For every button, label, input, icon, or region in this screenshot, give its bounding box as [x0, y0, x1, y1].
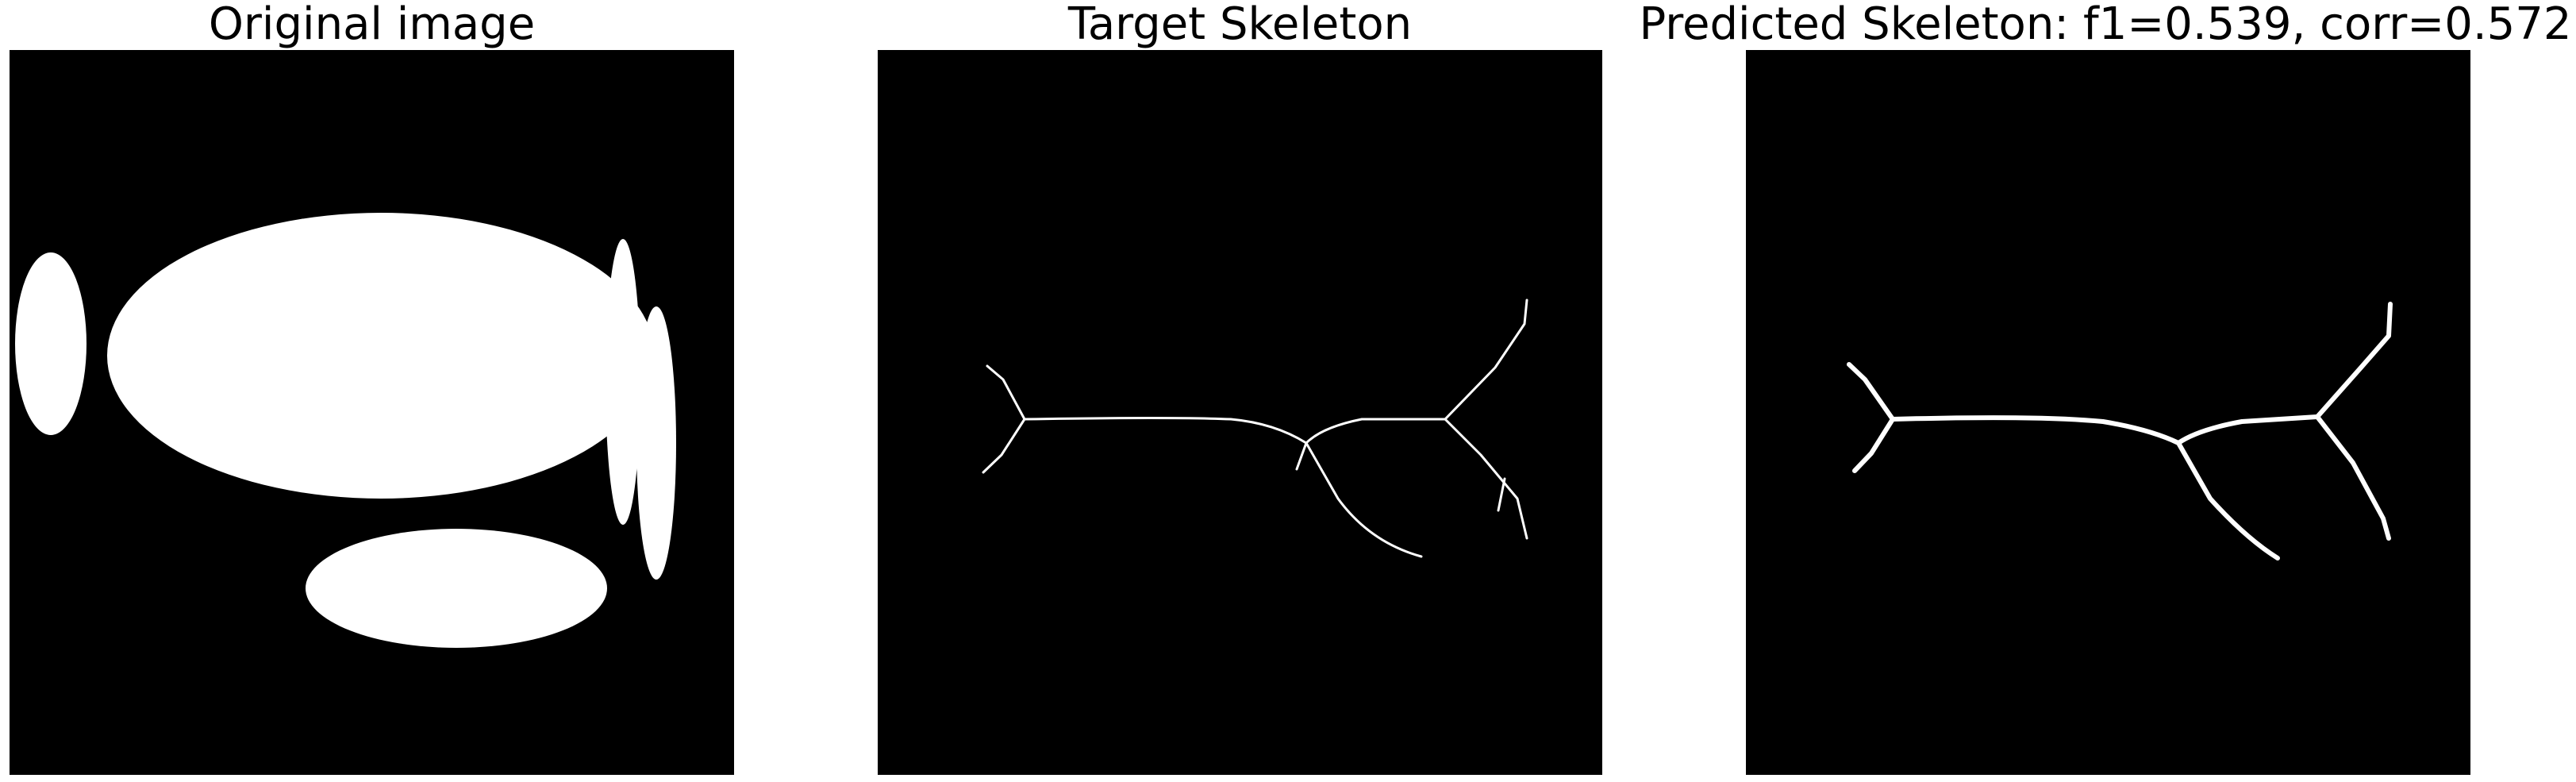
shape-bottom-lobe — [306, 529, 607, 648]
target-skeleton-title: Target Skeleton — [1067, 0, 1413, 50]
target-skeleton-panel — [878, 50, 1602, 775]
target-skeleton-spine — [1023, 417, 1447, 445]
predicted-skeleton-left-branch-lower — [1852, 417, 1895, 473]
predicted-skeleton-right-branch-upper — [2315, 302, 2393, 419]
predicted-skeleton-title: Predicted Skeleton: f1=0.539, corr=0.572 — [1639, 0, 2572, 50]
predicted-skeleton-canvas — [1847, 302, 2393, 560]
predicted-skeleton-left-branch-upper — [1847, 362, 1895, 422]
predicted-skeleton-spine — [1890, 414, 2320, 445]
target-skeleton-middle-spur — [1295, 441, 1308, 471]
target-skeleton-right-spur — [1497, 477, 1506, 512]
shape-main-body — [107, 213, 655, 499]
shape-right-tab-inner — [606, 239, 640, 525]
target-skeleton-right-branch-lower — [1444, 418, 1528, 540]
target-skeleton-left-branch-upper — [986, 364, 1026, 421]
predicted-skeleton-right-branch-lower — [2315, 414, 2391, 541]
shape-right-tab-outer — [636, 306, 676, 580]
original-image-panel — [10, 50, 734, 775]
target-skeleton-left-branch-lower — [982, 418, 1026, 474]
target-skeleton-canvas — [982, 299, 1528, 558]
original-image-title: Original image — [208, 0, 536, 50]
predicted-skeleton-middle-branch — [2176, 441, 2280, 560]
shape-left-lobe — [15, 252, 87, 435]
predicted-skeleton-panel — [1746, 50, 2470, 775]
original-shape-canvas — [15, 213, 676, 648]
target-skeleton-middle-branch — [1305, 441, 1423, 558]
target-skeleton-right-branch-upper — [1444, 299, 1528, 421]
